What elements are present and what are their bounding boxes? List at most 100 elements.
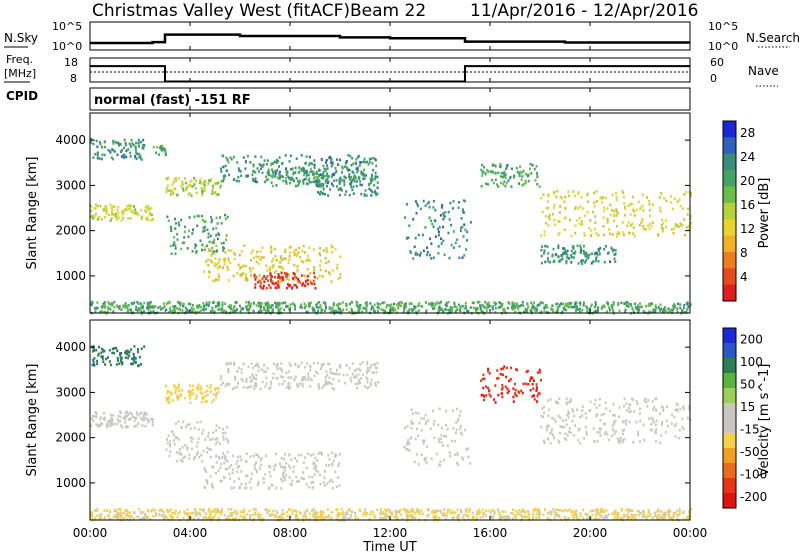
cell-14 xyxy=(317,309,320,313)
cell-8 xyxy=(583,437,586,440)
cell-7 xyxy=(207,247,210,251)
cell-12 xyxy=(595,190,598,193)
cell-3 xyxy=(317,383,320,386)
cell-5 xyxy=(265,454,268,458)
cell-9 xyxy=(627,507,630,511)
cell-6 xyxy=(170,227,173,230)
cell-10 xyxy=(457,206,460,209)
cell-9 xyxy=(570,511,573,514)
cell-2 xyxy=(177,395,180,399)
cell-8 xyxy=(622,420,625,423)
cell-6 xyxy=(460,424,463,428)
cell-5 xyxy=(278,177,281,180)
cell-5 xyxy=(318,182,321,186)
cell-14 xyxy=(102,302,105,306)
cell-7 xyxy=(520,389,523,393)
cell-7 xyxy=(514,393,517,397)
cell-3 xyxy=(209,179,212,183)
cell-9 xyxy=(409,510,411,514)
cell-7 xyxy=(210,254,213,257)
cell-14 xyxy=(313,308,316,311)
cell-4 xyxy=(349,178,352,181)
cell-12 xyxy=(623,202,626,205)
cell-2 xyxy=(217,387,220,390)
cell-14 xyxy=(594,305,597,309)
cell-0 xyxy=(119,410,121,414)
cell-7 xyxy=(506,387,509,391)
cell-11 xyxy=(499,162,502,166)
cell-7 xyxy=(227,256,230,260)
cell-5 xyxy=(314,469,317,472)
cell-14 xyxy=(683,304,686,307)
cell-14 xyxy=(445,304,448,307)
cell-14 xyxy=(377,302,380,306)
cell-5 xyxy=(245,486,248,489)
cell-14 xyxy=(634,302,637,306)
cell-12 xyxy=(548,213,551,217)
cell-9 xyxy=(319,515,322,518)
cell-6 xyxy=(183,230,186,234)
cell-4 xyxy=(197,428,200,431)
cell-6 xyxy=(462,458,465,461)
cell-7 xyxy=(253,256,255,259)
cell-0 xyxy=(126,414,128,418)
cell-14 xyxy=(578,309,581,313)
cell-9 xyxy=(344,176,347,179)
cell-3 xyxy=(228,383,231,386)
cell-14 xyxy=(497,306,500,309)
cell-12 xyxy=(603,209,606,213)
cell-2 xyxy=(164,148,167,152)
cell-13 xyxy=(551,255,554,258)
cell-7 xyxy=(514,388,517,392)
cell-3 xyxy=(185,181,187,185)
cell-7 xyxy=(301,249,304,253)
cell-13 xyxy=(568,257,571,260)
cell-8 xyxy=(258,279,261,283)
cell-11 xyxy=(484,172,487,175)
cell-7 xyxy=(270,248,273,251)
cell-12 xyxy=(642,224,645,228)
cell-1 xyxy=(135,360,137,364)
cell-9 xyxy=(194,512,197,515)
cell-8 xyxy=(638,412,641,415)
cell-12 xyxy=(593,227,596,231)
cell-3 xyxy=(175,176,178,180)
cell-12 xyxy=(616,232,619,236)
cell-9 xyxy=(585,513,588,516)
cell-14 xyxy=(235,308,238,312)
cell-7 xyxy=(535,389,538,392)
cell-7 xyxy=(211,279,214,283)
cell-7 xyxy=(502,373,505,377)
cell-9 xyxy=(669,510,672,513)
cell-14 xyxy=(632,309,635,312)
cell-4 xyxy=(264,180,266,184)
cell-13 xyxy=(603,247,606,251)
cell-11 xyxy=(522,183,525,186)
cell-3 xyxy=(180,185,183,188)
cell-3 xyxy=(320,363,323,366)
cell-14 xyxy=(267,305,270,308)
cell-8 xyxy=(254,283,257,286)
cell-5 xyxy=(327,454,330,457)
cell-4 xyxy=(268,172,270,175)
cell-3 xyxy=(283,380,286,383)
cell-1 xyxy=(123,138,126,142)
cell-5 xyxy=(229,477,232,480)
cell-6 xyxy=(210,220,213,224)
cell-11 xyxy=(502,182,505,186)
cell-14 xyxy=(569,305,572,309)
cell-14 xyxy=(168,310,171,314)
cell-4 xyxy=(372,168,375,172)
cell-7 xyxy=(500,373,503,376)
cell-10 xyxy=(408,224,411,227)
cell-1 xyxy=(111,157,114,161)
cell-3 xyxy=(272,372,275,375)
cell-8 xyxy=(543,405,546,409)
cell-12 xyxy=(594,215,597,218)
cell-2 xyxy=(159,145,162,148)
cell-0 xyxy=(146,418,149,421)
cell-9 xyxy=(562,509,565,513)
cell-14 xyxy=(510,306,513,309)
cell-14 xyxy=(541,301,544,305)
cell-12 xyxy=(590,229,593,232)
